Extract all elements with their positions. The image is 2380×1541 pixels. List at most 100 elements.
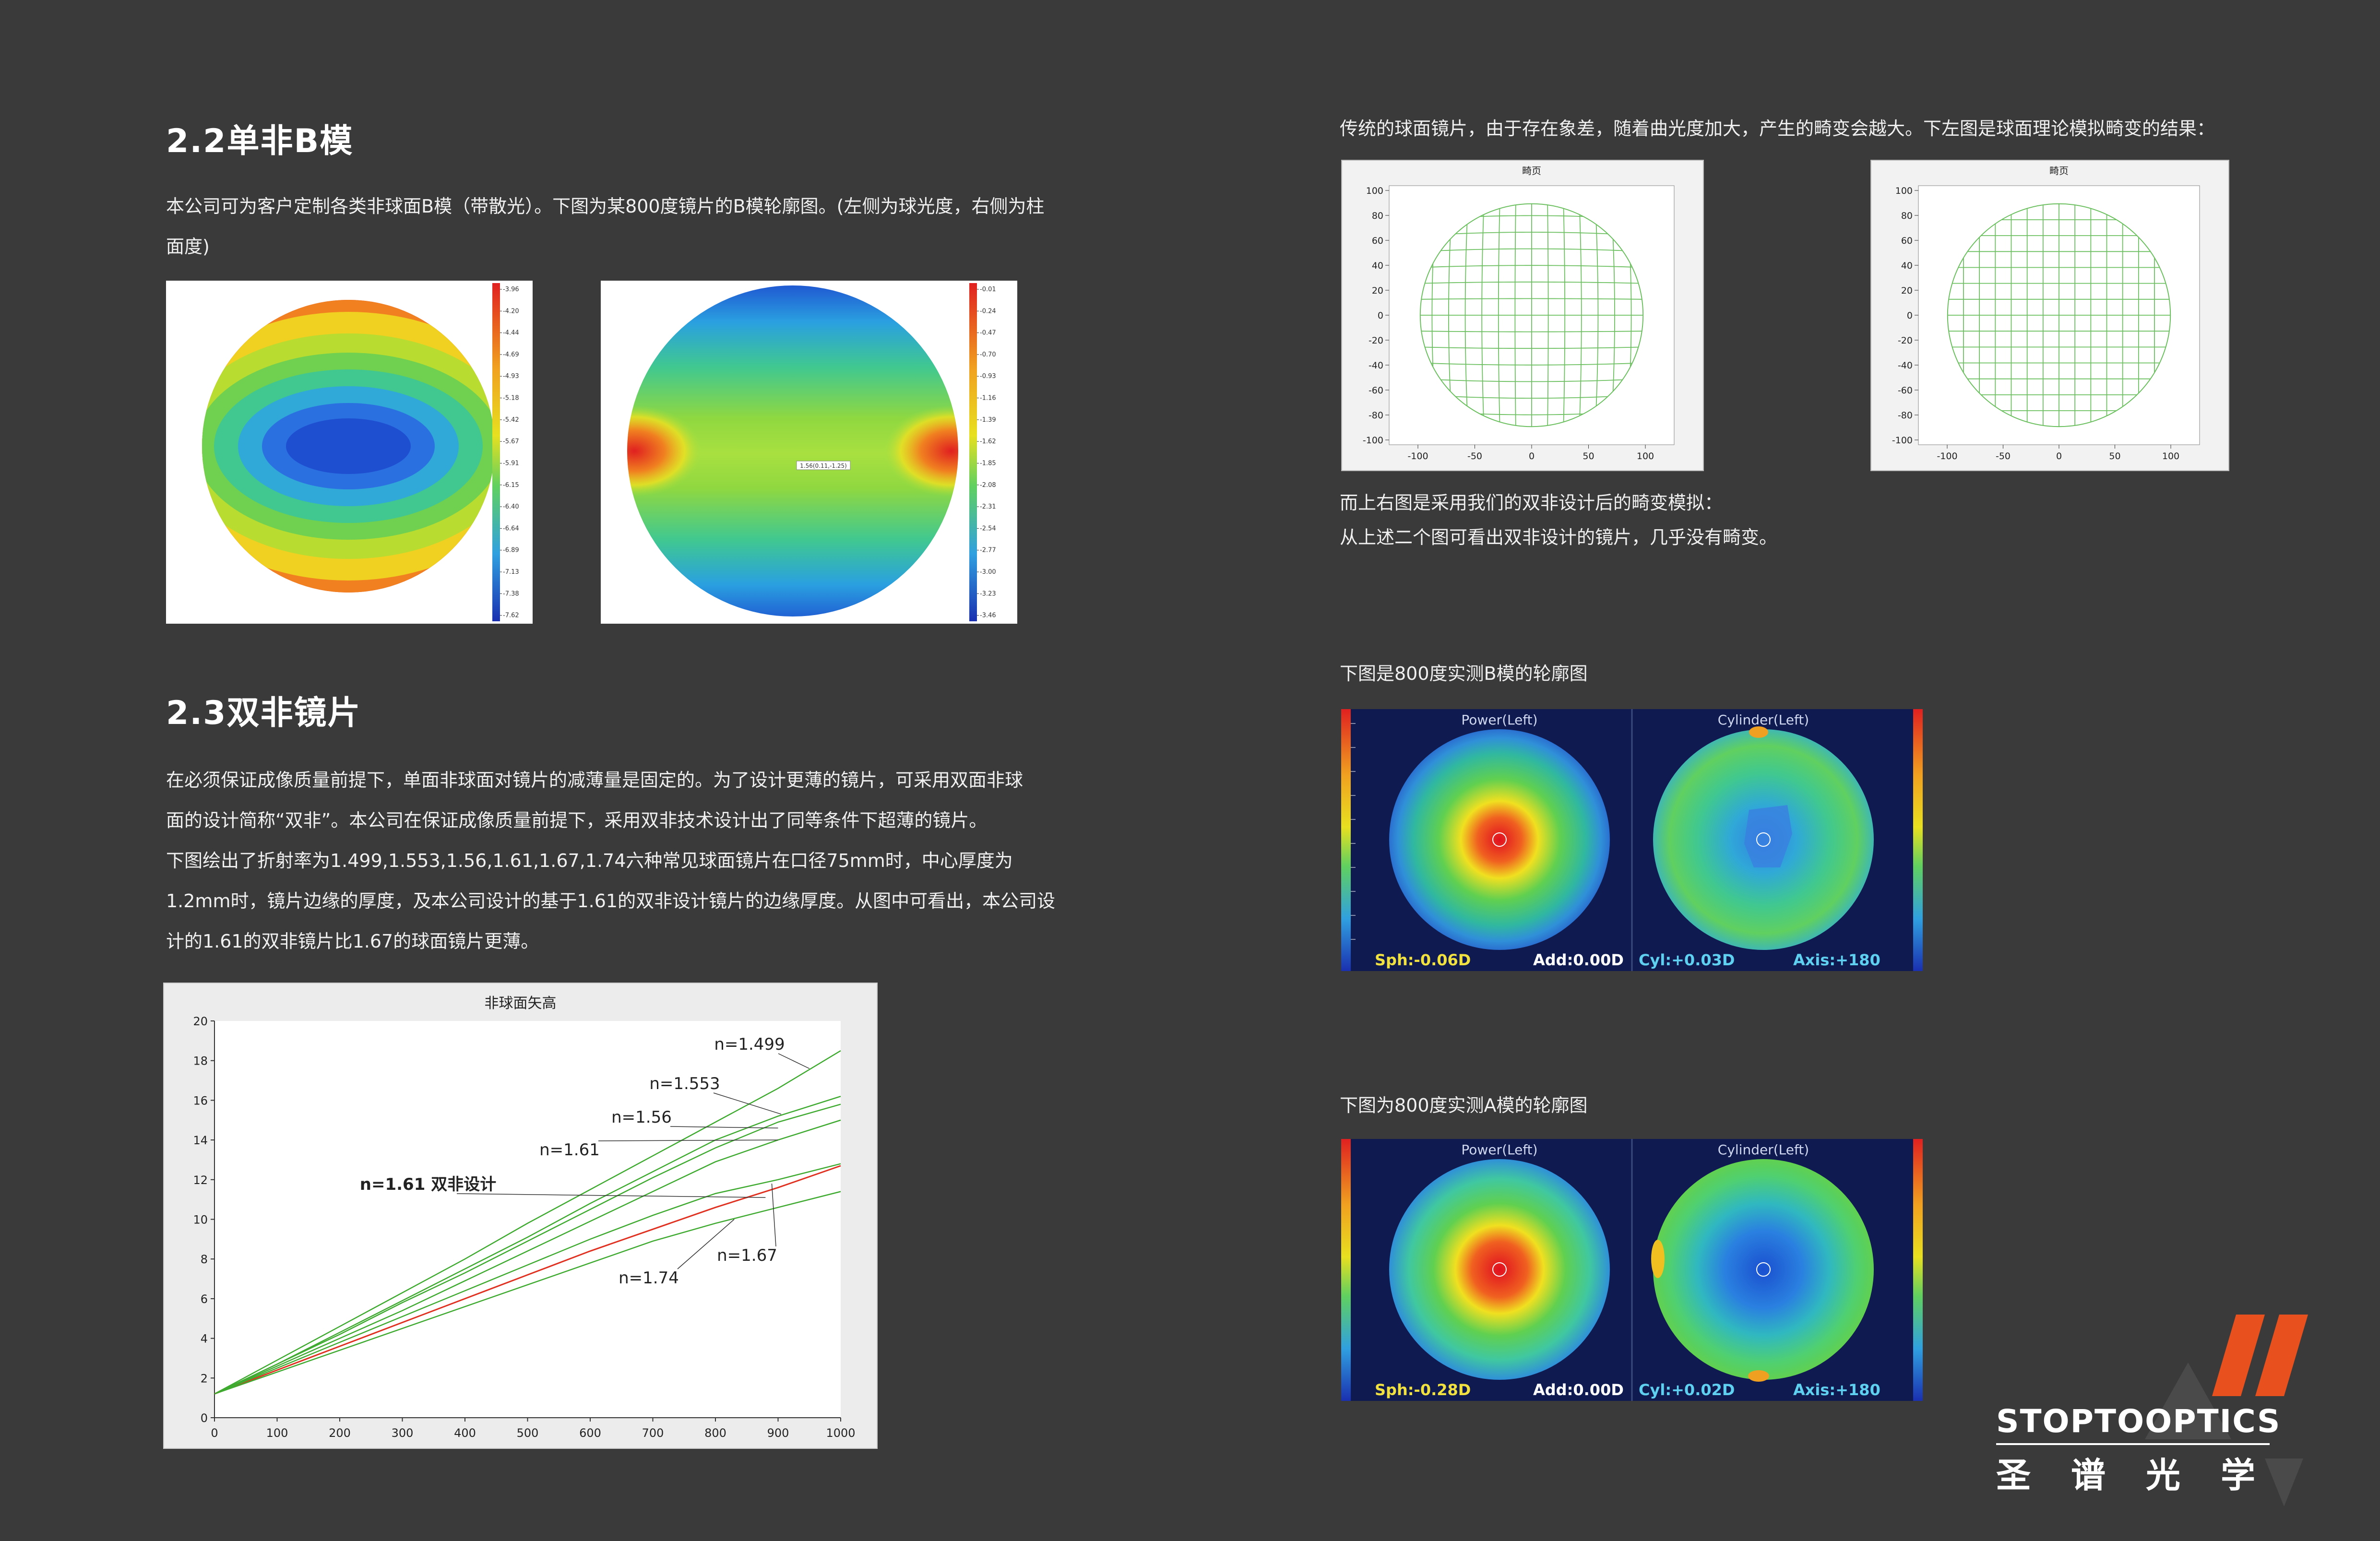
scale-label: -3.00 bbox=[980, 569, 996, 576]
scale-label: -7.38 bbox=[503, 590, 519, 597]
dist-y-tick: 0 bbox=[1378, 310, 1383, 321]
x-tick-label: 500 bbox=[517, 1426, 539, 1440]
dist-y-tick: 80 bbox=[1901, 211, 1913, 221]
sph-scale-labels: -3.96 -4.20 -4.44 -4.69 -4.93 -5.18 -5.42 -5.67… bbox=[500, 286, 519, 619]
dist-x-tick: 0 bbox=[2056, 451, 2062, 462]
series-line-6 bbox=[214, 1163, 841, 1395]
meas-a-cyl-label: Cylinder(Left) bbox=[1718, 1142, 1809, 1158]
scale-label: -2.77 bbox=[980, 547, 996, 554]
scale-label: -0.93 bbox=[980, 373, 996, 380]
scale-label: -3.23 bbox=[980, 590, 996, 597]
dist-y-tick: -60 bbox=[1898, 385, 1913, 396]
dist-x-tick: 50 bbox=[1583, 451, 1594, 462]
dist-y-tick: -40 bbox=[1368, 360, 1383, 371]
scale-label: -6.15 bbox=[503, 482, 519, 489]
meas-a-scale-left bbox=[1341, 1139, 1351, 1401]
y-tick-label: 20 bbox=[193, 1015, 208, 1028]
dist-y-tick: 40 bbox=[1372, 261, 1383, 271]
dist-x-tick: -100 bbox=[1937, 451, 1957, 462]
dist-y-tick: -20 bbox=[1898, 335, 1913, 346]
scale-label: -7.62 bbox=[503, 612, 519, 619]
x-tick-label: 800 bbox=[704, 1426, 726, 1440]
meas-a-svg: Power(Left) Cylinder(Left) Sph:-0.28D Ad… bbox=[1341, 1139, 1923, 1401]
dist-y-tick: -20 bbox=[1368, 335, 1383, 346]
logo-graphic bbox=[2145, 1315, 2308, 1506]
meas-a-caption: 下图为800度实测A模的轮廓图 bbox=[1340, 1095, 1588, 1116]
y-tick-label: 14 bbox=[193, 1134, 208, 1147]
y-tick-label: 4 bbox=[201, 1332, 208, 1346]
series-line-3 bbox=[214, 1103, 841, 1395]
y-tick-label: 2 bbox=[201, 1372, 208, 1385]
meas-b-svg: Power(Left) Cylinder(Left) Sph:-0.06D Ad… bbox=[1341, 709, 1923, 971]
meas-a-sph: Sph:-0.28D bbox=[1375, 1381, 1471, 1399]
x-tick-label: 100 bbox=[266, 1426, 288, 1440]
series-line-1 bbox=[214, 1050, 841, 1395]
dist-y-tick: 80 bbox=[1372, 211, 1383, 221]
series-annotation: n=1.56 bbox=[611, 1108, 672, 1127]
series-line-4 bbox=[214, 1119, 841, 1395]
scale-label: -0.47 bbox=[980, 330, 996, 337]
series-annotation: n=1.499 bbox=[714, 1035, 785, 1054]
cyl-tooltip-box bbox=[796, 461, 851, 470]
scale-label: -7.13 bbox=[503, 569, 519, 576]
x-tick-label: 1000 bbox=[826, 1426, 855, 1440]
scale-label: -6.64 bbox=[503, 525, 519, 532]
scale-label: -6.89 bbox=[503, 547, 519, 554]
sag-chart-title: 非球面矢高 bbox=[484, 995, 557, 1012]
meas-a-cyl-center bbox=[1756, 1262, 1771, 1277]
meas-b-scale-left bbox=[1341, 709, 1351, 971]
scale-label: -6.40 bbox=[503, 503, 519, 510]
dist-y-tick: 20 bbox=[1901, 285, 1913, 296]
series-annotation: n=1.74 bbox=[619, 1268, 679, 1288]
para-line: 计的1.61的双非镜片比1.67的球面镜片更薄。 bbox=[166, 931, 539, 952]
cyl-tooltip: 1.56(0.11,-1.25) bbox=[800, 462, 847, 469]
logo-rule bbox=[1996, 1443, 2270, 1445]
y-tick-label: 18 bbox=[193, 1055, 208, 1068]
dist-y-tick: -100 bbox=[1892, 435, 1913, 446]
scale-label: -4.69 bbox=[503, 351, 519, 358]
scale-label: -3.46 bbox=[980, 612, 996, 619]
x-tick-label: 600 bbox=[579, 1426, 601, 1440]
y-tick-label: 12 bbox=[193, 1174, 208, 1187]
meas-a-cyl: Cyl:+0.02D bbox=[1639, 1381, 1735, 1399]
cyl-power-map-svg: 1.56(0.11,-1.25) -0.01-0.24-0.47-0.70-0.… bbox=[627, 283, 996, 621]
dist-y-tick: -60 bbox=[1368, 385, 1383, 396]
section-2-2-title: 2.2单非B模 bbox=[166, 122, 354, 160]
dist-x-tick: -100 bbox=[1407, 451, 1428, 462]
dist-y-tick: -100 bbox=[1363, 435, 1383, 446]
meas-b-axis: Axis:+180 bbox=[1793, 951, 1880, 969]
meas-b-cyl-label: Cylinder(Left) bbox=[1718, 712, 1809, 728]
scale-label: -0.70 bbox=[980, 351, 996, 358]
y-tick-label: 8 bbox=[201, 1253, 208, 1266]
dist-y-tick: 60 bbox=[1901, 236, 1913, 246]
dist-y-tick: 60 bbox=[1372, 236, 1383, 246]
scale-label: -0.24 bbox=[980, 308, 996, 315]
scale-label: -4.44 bbox=[503, 330, 519, 337]
meas-b-power-map bbox=[1389, 729, 1610, 950]
meas-b-power-center bbox=[1492, 832, 1507, 847]
y-tick-label: 0 bbox=[201, 1411, 208, 1425]
series-line-2 bbox=[214, 1095, 841, 1395]
meas-b-panel: Power(Left) Cylinder(Left) Sph:-0.06D Ad… bbox=[1341, 709, 1923, 971]
meas-a-panel: Power(Left) Cylinder(Left) Sph:-0.28D Ad… bbox=[1341, 1139, 1923, 1401]
caption-line: 而上右图是采用我们的双非设计后的畸变模拟： bbox=[1340, 492, 1723, 513]
distortion-after: 而上右图是采用我们的双非设计后的畸变模拟： 从上述二个图可看出双非设计的镜片，几… bbox=[1340, 486, 1777, 555]
dist-x-tick: -50 bbox=[1467, 451, 1482, 462]
y-tick-label: 10 bbox=[193, 1213, 208, 1227]
meas-b-cyl-center bbox=[1756, 832, 1771, 847]
sph-power-map-svg: -3.96 -4.20 -4.44 -4.69 -4.93 -5.18 -5.42 -5.67… bbox=[202, 283, 519, 621]
meas-a-axis: Axis:+180 bbox=[1793, 1381, 1880, 1399]
section-2-3-paragraph: 在必须保证成像质量前提下，单面非球面对镜片的减薄量是固定的。为了设计更薄的镜片，… bbox=[166, 760, 1126, 961]
plot-area bbox=[214, 1021, 841, 1418]
meas-a-add: Add:0.00D bbox=[1533, 1381, 1624, 1399]
dist-x-tick: 100 bbox=[1637, 451, 1654, 462]
dist-y-tick: -80 bbox=[1368, 410, 1383, 421]
meas-b-power-label: Power(Left) bbox=[1461, 712, 1537, 728]
scale-label: -4.93 bbox=[503, 373, 519, 380]
sph-power-map: -3.96 -4.20 -4.44 -4.69 -4.93 -5.18 -5.42 -5.67… bbox=[166, 281, 533, 624]
logo-text-cn: 圣谱光学 bbox=[1996, 1455, 2296, 1495]
meas-b-caption: 下图是800度实测B模的轮廓图 bbox=[1340, 663, 1588, 684]
x-tick-label: 900 bbox=[767, 1426, 789, 1440]
meas-b-scale-right bbox=[1913, 709, 1923, 971]
